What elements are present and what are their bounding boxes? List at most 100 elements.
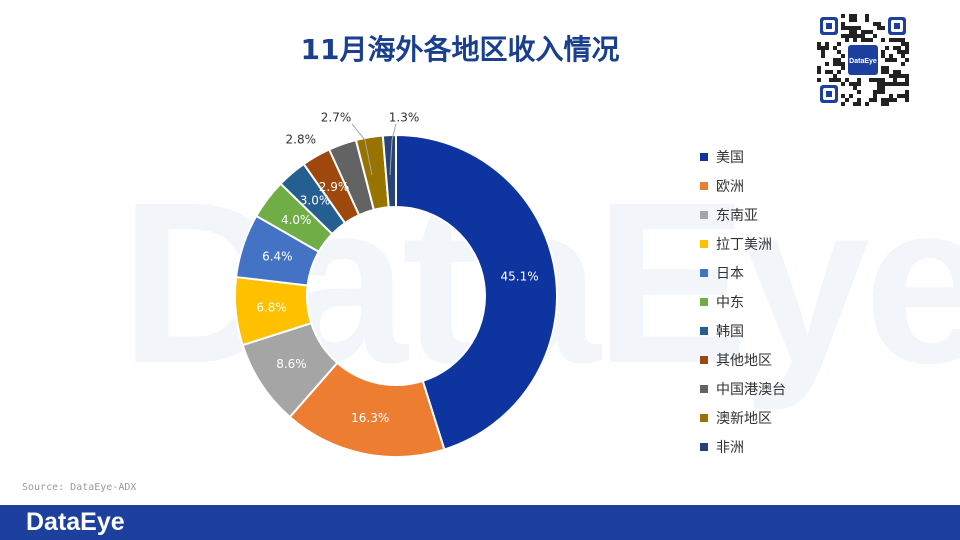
qr-module xyxy=(905,98,909,102)
qr-module xyxy=(897,74,901,78)
qr-module xyxy=(817,42,821,46)
slice-label-9: 2.8% xyxy=(286,133,317,147)
qr-module xyxy=(841,82,845,86)
qr-module xyxy=(897,70,901,74)
qr-module xyxy=(853,14,857,18)
qr-module xyxy=(897,82,901,86)
qr-module xyxy=(865,14,869,18)
leader-line-11 xyxy=(389,123,397,176)
qr-module xyxy=(825,62,829,66)
legend-item: 东南亚 xyxy=(700,200,786,229)
legend-label: 美国 xyxy=(716,149,744,166)
qr-module xyxy=(881,78,885,82)
qr-module xyxy=(849,30,853,34)
qr-module xyxy=(833,46,837,50)
page-title: 11月海外各地区收入情况 xyxy=(300,33,620,66)
qr-module xyxy=(873,22,877,26)
slice-1 xyxy=(395,133,558,451)
qr-module xyxy=(881,82,885,86)
qr-module xyxy=(841,94,845,98)
legend-item: 韩国 xyxy=(700,316,786,345)
qr-module xyxy=(893,58,897,62)
qr-module xyxy=(865,30,869,34)
legend-label: 非洲 xyxy=(716,439,744,456)
slice-label-8: 2.9% xyxy=(319,180,350,194)
qr-module xyxy=(905,74,909,78)
qr-module xyxy=(821,46,825,50)
footer-bar: DataEye xyxy=(0,505,960,540)
qr-module xyxy=(849,34,853,38)
qr-module xyxy=(841,34,845,38)
qr-module xyxy=(869,78,873,82)
qr-module xyxy=(881,98,885,102)
slice-label-3: 8.6% xyxy=(276,357,307,371)
legend-label: 澳新地区 xyxy=(716,410,772,427)
legend-label: 东南亚 xyxy=(716,207,758,224)
qr-module xyxy=(901,62,905,66)
legend-swatch xyxy=(700,442,708,451)
legend-swatch xyxy=(700,355,708,364)
qr-module xyxy=(873,78,877,82)
qr-module xyxy=(905,78,909,82)
qr-module xyxy=(853,30,857,34)
legend-swatch xyxy=(700,210,708,219)
qr-module xyxy=(865,38,869,42)
qr-module xyxy=(849,14,853,18)
slice-label-10: 2.7% xyxy=(321,111,352,125)
qr-module xyxy=(897,94,901,98)
qr-module xyxy=(873,94,877,98)
qr-module xyxy=(841,66,845,70)
qr-module xyxy=(905,50,909,54)
qr-module xyxy=(853,18,857,22)
qr-module xyxy=(901,42,905,46)
qr-module xyxy=(857,102,861,106)
qr-module xyxy=(853,102,857,106)
qr-module xyxy=(837,50,841,54)
qr-module xyxy=(833,58,837,62)
qr-module xyxy=(905,94,909,98)
qr-module xyxy=(869,98,873,102)
qr-module xyxy=(893,74,897,78)
legend-swatch xyxy=(700,326,708,335)
qr-module xyxy=(841,62,845,66)
qr-module xyxy=(893,82,897,86)
qr-module xyxy=(873,34,877,38)
qr-module xyxy=(873,90,877,94)
qr-module xyxy=(905,82,909,86)
qr-module xyxy=(897,50,901,54)
legend-item: 拉丁美洲 xyxy=(700,229,786,258)
slice-label-4: 6.8% xyxy=(256,300,287,314)
qr-module xyxy=(841,14,845,18)
legend-swatch xyxy=(700,181,708,190)
qr-module xyxy=(837,62,841,66)
qr-module xyxy=(869,38,873,42)
qr-module xyxy=(861,30,865,34)
qr-module xyxy=(861,34,865,38)
source-note: Source: DataEye-ADX xyxy=(22,482,137,493)
qr-module xyxy=(857,90,861,94)
legend-label: 欧洲 xyxy=(716,178,744,195)
legend-swatch xyxy=(700,413,708,422)
qr-module xyxy=(889,74,893,78)
qr-module xyxy=(817,78,821,82)
qr-module xyxy=(901,54,905,58)
legend-item: 非洲 xyxy=(700,432,786,461)
qr-module xyxy=(841,22,845,26)
qr-module xyxy=(885,70,889,74)
qr-module xyxy=(853,26,857,30)
qr-module xyxy=(877,82,881,86)
slice-label-11: 1.3% xyxy=(389,111,420,125)
qr-module xyxy=(837,70,841,74)
qr-module xyxy=(889,98,893,102)
qr-module xyxy=(861,38,865,42)
slice-label-5: 6.4% xyxy=(262,249,293,263)
qr-module xyxy=(881,54,885,58)
qr-module xyxy=(857,26,861,30)
qr-module xyxy=(901,82,905,86)
qr-module xyxy=(881,102,885,106)
qr-module xyxy=(885,82,889,86)
qr-module xyxy=(889,94,893,98)
legend-label: 中国港澳台 xyxy=(716,381,786,398)
qr-module xyxy=(845,78,849,82)
